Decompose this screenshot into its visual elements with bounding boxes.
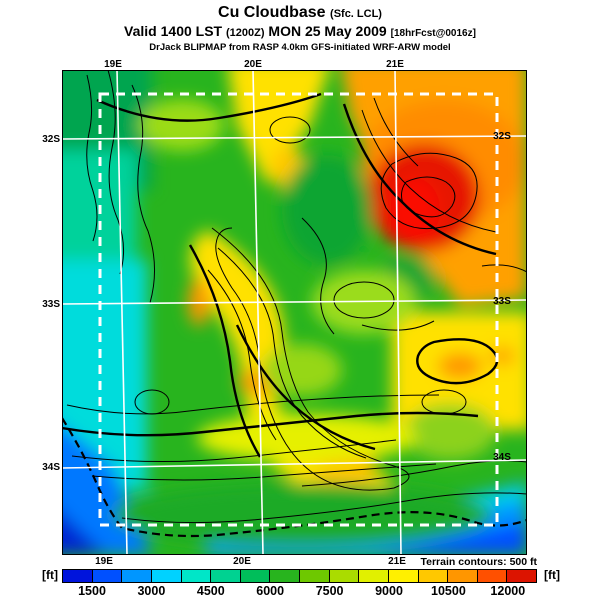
colorbar-cell xyxy=(448,570,478,582)
coastline-dashed xyxy=(62,417,527,538)
colorbar-tick-label: 1500 xyxy=(78,584,106,598)
colorbar-cell xyxy=(211,570,241,582)
colorbar-cell xyxy=(151,570,182,582)
lat-label-right-32s: 32S xyxy=(493,131,511,142)
colorbar-cell xyxy=(329,570,360,582)
colorbar-tick-label: 7500 xyxy=(315,584,344,598)
lon-label-bottom-20e: 20E xyxy=(233,556,251,567)
lat-label-left-33s: 33S xyxy=(42,299,60,310)
page-title: Cu Cloudbase (Sfc. LCL) xyxy=(0,4,600,23)
colorbar-cell xyxy=(122,570,152,582)
title-qualifier: (Sfc. LCL) xyxy=(330,8,382,20)
terrain-contour-note: Terrain contours: 500 ft xyxy=(420,556,538,568)
graticule xyxy=(62,70,527,555)
colorbar-cell xyxy=(477,570,508,582)
lat-label-right-34s: 34S xyxy=(493,452,511,463)
title-block: Cu Cloudbase (Sfc. LCL) Valid 1400 LST (… xyxy=(0,4,600,54)
colorbar-tick-label: 3000 xyxy=(137,584,166,598)
title-main: Cu Cloudbase xyxy=(218,4,326,21)
map-canvas xyxy=(62,70,527,555)
terrain-contours-thin xyxy=(66,70,527,524)
terrain-contours-thick xyxy=(62,92,499,458)
colorbar-cell xyxy=(300,570,330,582)
unit-label-right: [ft] xyxy=(544,568,560,582)
colorbar-cell xyxy=(270,570,300,582)
valid-prefix: Valid 1400 LST xyxy=(124,23,223,39)
colorbar-tick-label: 10500 xyxy=(431,584,466,598)
colorbar xyxy=(62,569,537,583)
valid-line: Valid 1400 LST (1200Z) MON 25 May 2009 [… xyxy=(0,23,600,42)
colorbar-cell xyxy=(507,570,536,582)
colorbar-tick-label: 6000 xyxy=(256,584,285,598)
lat-label-right-33s: 33S xyxy=(493,296,511,307)
colorbar-ticks: 1500 3000 4500 6000 7500 9000 10500 12000 xyxy=(0,584,600,598)
colorbar-tick-label: 9000 xyxy=(375,584,403,598)
cloudbase-map xyxy=(62,70,527,555)
colorbar-cell xyxy=(92,570,123,582)
lon-label-bottom-19e: 19E xyxy=(95,556,113,567)
lat-label-left-32s: 32S xyxy=(42,134,60,145)
model-domain-box xyxy=(98,92,499,527)
valid-date: MON 25 May 2009 xyxy=(268,23,387,39)
colorbar-cell xyxy=(418,570,449,582)
colorbar-cell xyxy=(359,570,389,582)
lon-label-top-19e: 19E xyxy=(104,59,122,70)
valid-zulu: (1200Z) xyxy=(226,27,265,39)
lon-label-bottom-21e: 21E xyxy=(388,556,406,567)
colorbar-cell xyxy=(388,570,419,582)
lon-label-top-20e: 20E xyxy=(244,59,262,70)
model-line: DrJack BLIPMAP from RASP 4.0km GFS-initi… xyxy=(149,42,451,53)
lon-label-top-21e: 21E xyxy=(386,59,404,70)
lat-label-left-34s: 34S xyxy=(42,462,60,473)
colorbar-cell xyxy=(63,570,93,582)
map-border xyxy=(62,70,527,555)
colorbar-tick-label: 12000 xyxy=(490,584,526,598)
valid-fcst: [18hrFcst@0016z] xyxy=(390,28,476,39)
unit-label-left: [ft] xyxy=(42,568,58,582)
colorbar-cell xyxy=(181,570,212,582)
colorbar-tick-label: 4500 xyxy=(196,584,225,598)
colorbar-cell xyxy=(240,570,271,582)
